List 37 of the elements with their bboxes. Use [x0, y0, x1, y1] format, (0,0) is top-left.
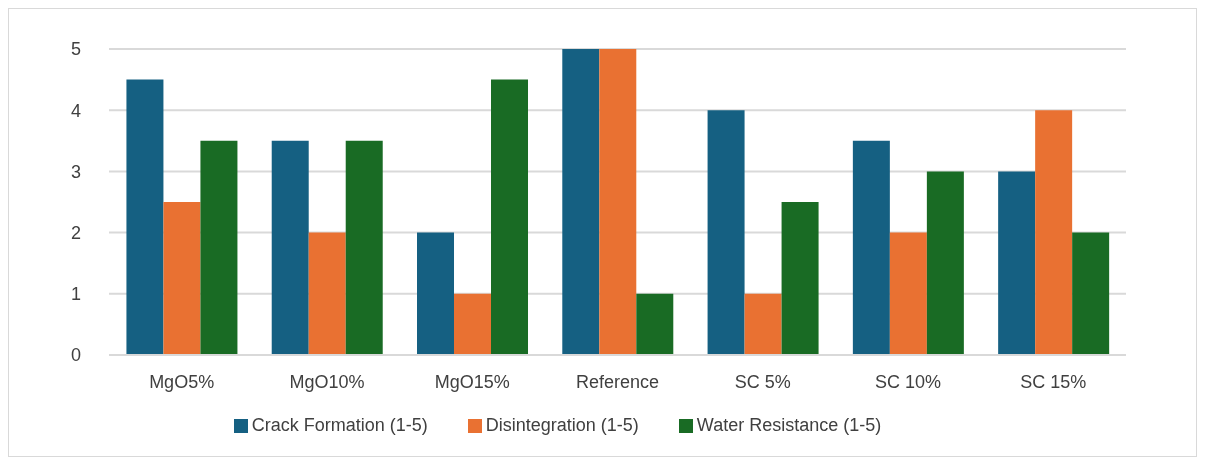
y-tick-label: 1 — [70, 284, 81, 305]
bar — [491, 79, 529, 355]
bar — [163, 202, 201, 355]
legend-label: Crack Formation (1-5) — [251, 415, 428, 435]
bar — [200, 140, 238, 355]
x-tick-label: SC 5% — [734, 371, 791, 392]
bar — [417, 232, 455, 355]
bar — [636, 293, 674, 355]
x-tick-label: SC 15% — [1020, 371, 1087, 392]
y-tick-label: 5 — [70, 39, 81, 60]
bar — [308, 232, 346, 355]
x-tick-label: MgO15% — [434, 371, 510, 392]
x-tick-label: SC 10% — [875, 371, 942, 392]
bar — [126, 79, 164, 355]
legend-label: Water Resistance (1-5) — [696, 415, 882, 435]
y-tick-label: 3 — [70, 161, 81, 182]
y-tick-label: 0 — [70, 345, 81, 366]
bar — [599, 49, 637, 355]
bar — [926, 171, 964, 355]
bar — [345, 140, 383, 355]
x-tick-label: MgO10% — [289, 371, 365, 392]
bar — [781, 202, 819, 355]
legend-label: Disintegration (1-5) — [485, 415, 639, 435]
bar — [1072, 232, 1110, 355]
bar — [707, 110, 745, 355]
bar — [889, 232, 927, 355]
bar — [562, 49, 600, 355]
bar — [454, 293, 492, 355]
bar — [852, 140, 890, 355]
bar — [998, 171, 1036, 355]
bar — [744, 293, 782, 355]
y-tick-label: 2 — [70, 222, 81, 243]
bar — [271, 140, 309, 355]
x-tick-label: MgO5% — [149, 371, 215, 392]
x-tick-label: Reference — [575, 371, 660, 392]
y-tick-label: 4 — [70, 100, 81, 121]
bar — [1035, 110, 1073, 355]
